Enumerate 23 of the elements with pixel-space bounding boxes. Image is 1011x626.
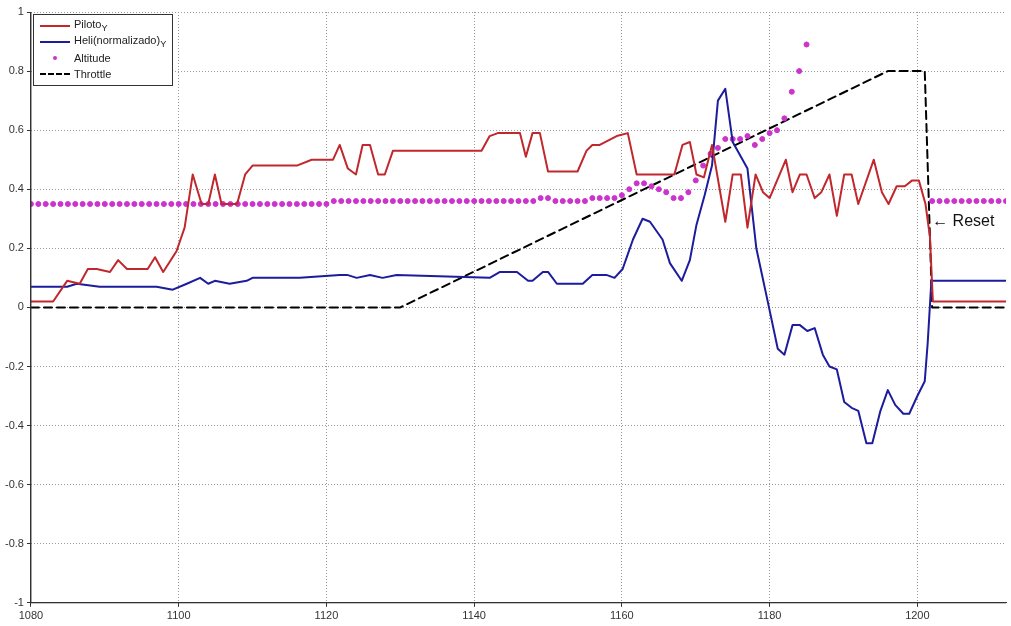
y-tick-label: 0 [17,300,24,313]
x-tick-label: 1140 [462,609,486,622]
x-tick-label: 1100 [166,609,191,622]
legend-label: Heli(normalizado)$_{Y}$ [73,34,167,50]
legend-label: Piloto$_{Y}$ [73,18,108,34]
y-tick-label: 0.2 [8,241,24,254]
x-tick-label: 1180 [757,609,782,622]
legend-label: Altitude [73,52,111,64]
y-tick-label: 0.8 [8,64,24,77]
x-tick-label: 1200 [905,609,930,622]
y-tick-label: 0.4 [8,182,24,195]
y-tick-label: -0.6 [4,477,24,490]
y-tick-label: -1 [14,595,24,608]
y-tick-label: 1 [17,5,24,18]
x-tick-label: 1160 [610,609,634,622]
x-tick-label: 1120 [314,609,339,622]
y-tick-label: -0.2 [4,359,24,372]
legend-label: Throttle [73,68,112,80]
x-tick-label: 1080 [18,609,44,622]
annotation: ← Reset [932,212,995,230]
y-tick-label: -0.4 [4,418,24,431]
y-tick-label: 0.6 [8,123,24,136]
y-tick-label: -0.8 [4,536,24,549]
